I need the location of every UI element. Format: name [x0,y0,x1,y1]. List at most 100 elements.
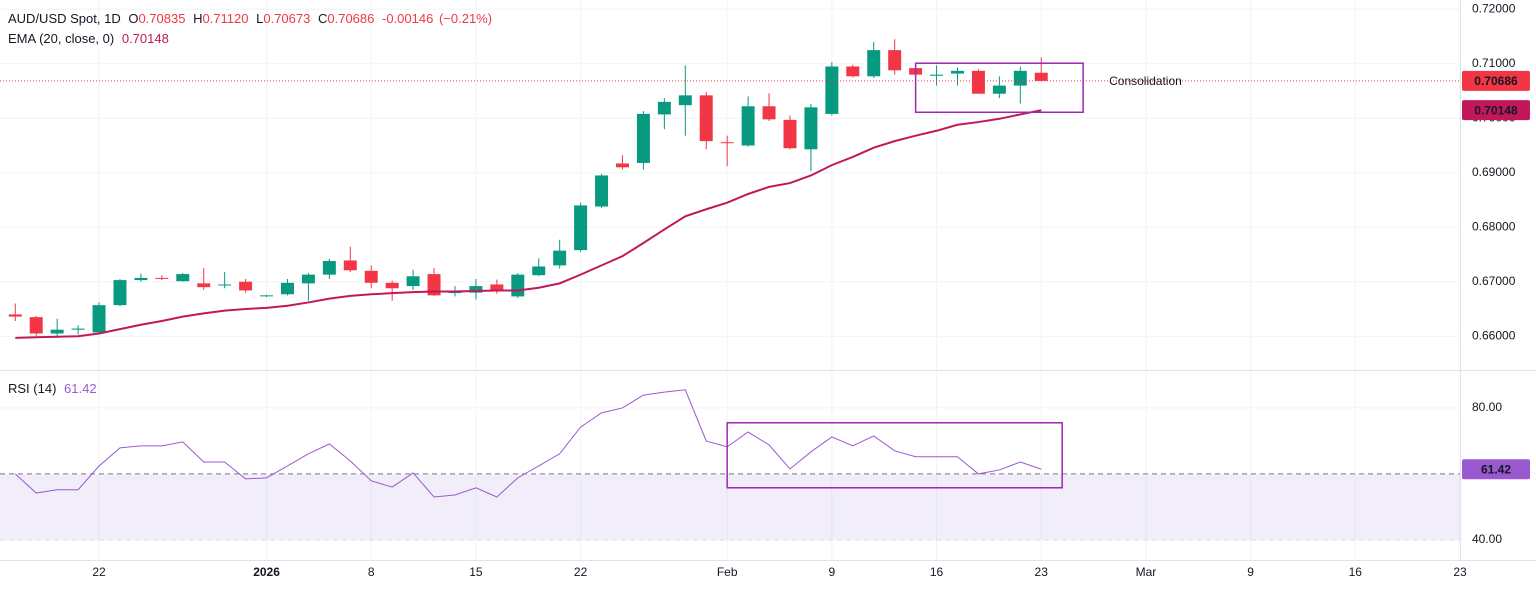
candle-body [804,107,818,150]
candle-body [741,106,755,146]
candle-body [406,276,420,287]
candle-body [113,280,127,306]
candle-body [448,292,462,294]
candle-body [825,66,839,114]
candle-body [364,270,378,283]
candle-body [50,329,64,334]
last-price-badge: 0.70686 [1474,74,1518,88]
x-tick-label: 2026 [253,565,280,579]
candle-body [92,305,106,333]
candle-body [134,277,148,281]
x-tick-label: 9 [829,565,836,579]
header: AUD/USD Spot, 1D O0.70835 H0.71120 L0.70… [8,11,492,26]
ohlc-value: 0.70835 [138,11,185,26]
ema-badge-bg [1462,100,1530,121]
x-tick-label: 22 [92,565,106,579]
x-tick-label: Mar [1136,565,1157,579]
candle-body [322,261,336,275]
ohlc-key: O [128,11,138,26]
plot: Consolidation [0,39,1460,498]
x-tick-label: 16 [1349,565,1363,579]
y-tick-label: 80.00 [1472,400,1502,414]
x-tick-label: 23 [1453,565,1467,579]
candle-body [260,295,274,297]
candle-body [595,175,609,207]
candle-body [636,113,650,163]
consolidation-box [726,422,1063,489]
candle-body [615,163,629,168]
candle-body [301,274,315,284]
candle-body [427,274,441,296]
candle-body [657,101,671,115]
x-tick-label: 22 [574,565,588,579]
ema-legend: EMA (20, close, 0) 0.70148 [8,31,169,46]
candle-body [29,317,43,334]
candle-body [888,50,902,71]
x-tick-label: 8 [368,565,375,579]
candle-body [783,119,797,149]
rsi-value: 61.42 [64,381,97,396]
ema-badge: 0.70148 [1474,103,1518,117]
candle-body [8,314,22,317]
y-tick-label: 40.00 [1472,532,1502,546]
candle-body [930,74,944,76]
ema-line [15,109,1042,339]
axes: 0.660000.670000.680000.690000.700000.710… [92,1,1530,579]
candle-body [992,85,1006,94]
candle-body [699,95,713,142]
candle-body [239,281,253,291]
rsi-badge-bg [1462,459,1530,480]
candle-body [469,286,483,293]
candle-body [155,277,169,279]
y-tick-label: 0.72000 [1472,1,1516,15]
x-tick-label: 15 [469,565,483,579]
candle-body [343,260,357,271]
ohlc-value: 0.70686 [327,11,374,26]
candle-body [846,66,860,77]
y-tick-label: 0.68000 [1472,219,1516,233]
x-tick-label: Feb [717,565,738,579]
y-tick-label: 0.67000 [1472,274,1516,288]
ema-name: EMA (20, close, 0) [8,31,114,46]
rsi-line [14,389,1042,498]
candle-body [574,205,588,251]
candle-body [553,250,567,266]
x-tick-label: 9 [1247,565,1254,579]
ohlc-key: L [256,11,263,26]
ohlc-key: H [193,11,202,26]
rsi-legend: RSI (14) 61.42 [8,381,97,396]
candle-body [71,328,85,330]
rsi-name: RSI (14) [8,381,56,396]
candle-body [762,106,776,120]
ema-value: 0.70148 [122,31,169,46]
candle-body [678,95,692,106]
ohlc-key: C [318,11,327,26]
candle-body [950,70,964,74]
annotation: Consolidation [1109,74,1182,88]
candle-body [385,282,399,289]
candle-body [197,283,211,288]
candle-body [532,266,546,276]
x-tick-label: 23 [1035,565,1049,579]
candle-body [720,142,734,144]
candle-body [1034,72,1048,81]
candle-body [176,274,190,282]
change-pct: (−0.21%) [439,11,492,26]
candle-body [490,284,504,290]
consolidation-box [914,62,1084,114]
y-tick-label: 0.71000 [1472,56,1516,70]
rsi-band [0,473,1460,540]
y-tick-label: 0.66000 [1472,328,1516,342]
rsi-badge: 61.42 [1481,462,1511,476]
ohlc-value: 0.70673 [263,11,310,26]
candle-body [971,70,985,94]
candle-body [280,282,294,295]
last-price-badge-bg [1462,70,1530,91]
y-tick-label: 0.69000 [1472,165,1516,179]
ohlc-value: 0.71120 [202,11,248,26]
change: -0.00146 [382,11,433,26]
grid [0,0,1461,560]
x-tick-label: 16 [930,565,944,579]
candle-body [867,50,881,77]
